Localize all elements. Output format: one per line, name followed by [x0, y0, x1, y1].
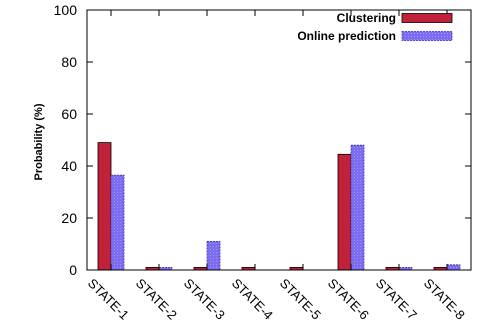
axes-group — [86, 9, 472, 271]
y-axis-title-group: Probability (%) — [33, 103, 45, 180]
bar-online-prediction-state-3 — [206, 240, 221, 271]
x-tick-label-state-1: STATE-1 — [85, 276, 132, 323]
plot-frame — [86, 9, 472, 271]
x-tick-label-state-7: STATE-7 — [373, 276, 420, 323]
x-tick-label-state-6: STATE-6 — [325, 276, 372, 323]
y-tick-label: 40 — [61, 158, 77, 174]
x-ticks-group: STATE-1 STATE-2 STATE-3 STATE-4 STATE-5 STATE… — [85, 10, 468, 323]
bar-clustering-state-1 — [97, 142, 112, 271]
bar-online-prediction-state-8 — [446, 264, 461, 271]
bar-online-prediction-state-1 — [110, 174, 125, 271]
y-tick-label: 80 — [61, 54, 77, 70]
bar-online-prediction-state-6 — [350, 144, 365, 271]
x-tick-label-state-3: STATE-3 — [181, 276, 228, 323]
y-ticks-group: 0 20 40 60 80 100 — [54, 2, 471, 278]
bars-group — [97, 142, 461, 271]
y-tick-label: 0 — [69, 262, 77, 278]
legend-label-online-prediction: Online prediction — [297, 29, 396, 43]
y-tick-label: 60 — [61, 106, 77, 122]
y-tick-label: 20 — [61, 210, 77, 226]
legend-swatch-clustering — [401, 13, 453, 23]
x-tick-label-state-2: STATE-2 — [133, 276, 180, 323]
legend-label-clustering: Clustering — [337, 11, 396, 25]
y-tick-label: 100 — [54, 2, 78, 18]
y-axis-title: Probability (%) — [33, 103, 45, 180]
legend-swatch-online-prediction — [401, 31, 453, 41]
x-tick-label-state-5: STATE-5 — [277, 276, 324, 323]
legend: Clustering Online prediction — [297, 11, 453, 43]
x-tick-label-state-4: STATE-4 — [229, 276, 276, 323]
bar-clustering-state-6 — [337, 153, 352, 271]
x-tick-label-state-8: STATE-8 — [421, 276, 468, 323]
